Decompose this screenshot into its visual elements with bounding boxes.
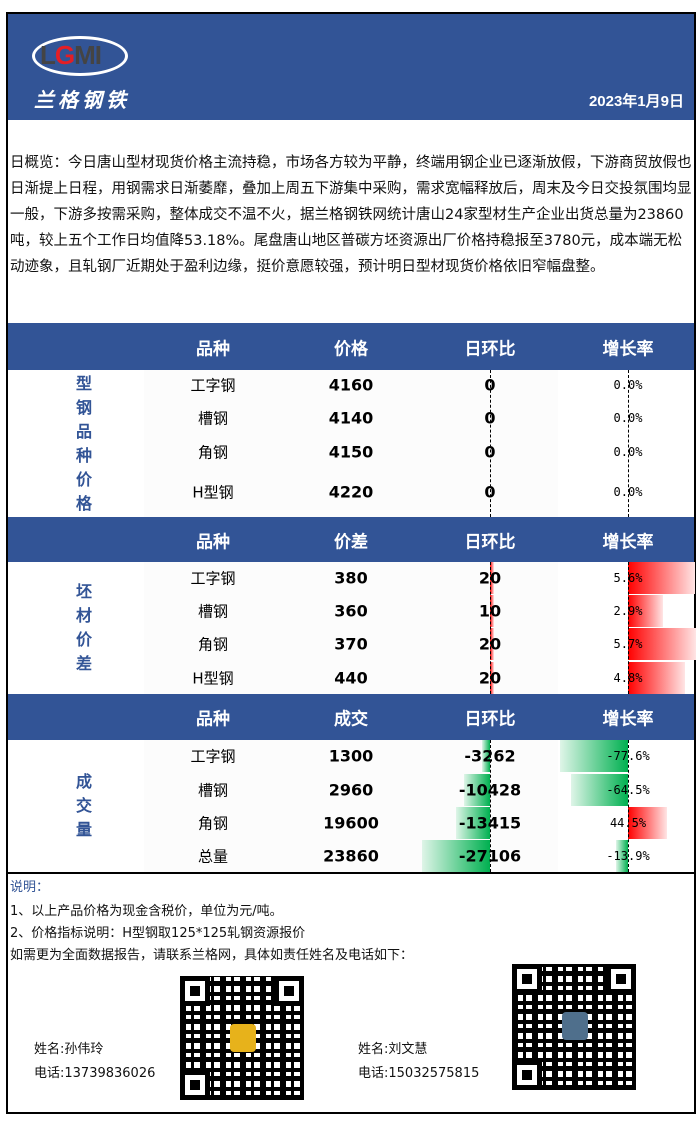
column-header: 价差 [334,532,368,552]
column-header: 品种 [196,339,230,359]
value-cell: 23860 [323,846,379,866]
section-3-header: 品种 成交 日环比 增长率 [8,694,694,740]
portrait-avatar-icon [562,1012,588,1040]
rate-data-bar [615,840,628,872]
change-data-bar [463,774,490,806]
product-name: 角钢 [197,814,229,833]
change-data-bar [490,595,494,627]
rate-data-bar [628,628,696,660]
column-header: 日环比 [464,339,516,359]
change-data-bar [490,662,494,694]
qr-code-1 [180,976,304,1100]
report-date: 2023年1月9日 [588,93,684,110]
section-label: 型钢品种价格 [75,373,92,513]
column-header: 增长率 [602,339,654,359]
value-cell: 4150 [328,442,374,462]
product-name: 槽钢 [197,602,229,621]
section-1-body [144,370,558,517]
change-data-bar [490,628,494,660]
rate-data-bar [560,740,628,772]
section-label: 成交量 [75,772,92,839]
product-name: H型钢 [192,483,234,502]
product-name: 槽钢 [197,781,229,800]
contact-1-name: 姓名:孙伟玲 [34,1042,104,1057]
report-header: LGMI 兰格钢铁 2023年1月9日 [8,14,694,120]
product-name: 工字钢 [190,376,236,395]
rate-axis [628,740,629,872]
contact-intro: 如需更为全面数据报告，请联系兰格网，具体如责任姓名及电话如下： [10,948,414,963]
column-header: 日环比 [464,709,516,730]
change-axis [490,370,491,517]
report-frame: LGMI 兰格钢铁 2023年1月9日 日概览：今日唐山型材现货价格主流持稳，市… [6,12,696,1114]
sunflower-avatar-icon [230,1024,256,1052]
value-cell: 19600 [323,813,379,833]
value-cell: 360 [334,601,368,621]
rate-axis [628,370,629,517]
product-name: 工字钢 [190,569,236,588]
qr-code-2 [512,964,636,1090]
contact-1-phone: 电话:13739836026 [34,1066,156,1081]
change-data-bar [490,562,494,594]
value-cell: 1300 [328,746,374,766]
daily-summary: 日概览：今日唐山型材现货价格主流持稳，市场各方较为平静，终端用钢企业已逐渐放假，… [10,155,692,275]
divider [8,872,694,874]
change-data-bar [481,740,490,772]
value-cell: 370 [334,634,368,654]
section-2-body [144,562,558,694]
column-header: 品种 [196,709,230,730]
column-header: 品种 [196,532,230,552]
contact-2-name: 姓名:刘文慧 [358,1042,428,1057]
note-2: 2、价格指标说明：H型钢取125*125轧钢资源报价 [10,926,306,941]
value-cell: 4160 [328,375,374,395]
product-name: 工字钢 [190,747,236,766]
product-name: 角钢 [197,635,229,654]
value-cell: 440 [334,668,368,688]
value-cell: 4220 [328,482,374,502]
column-header: 价格 [334,339,368,359]
section-1-header: 品种 价格 日环比 增长率 [8,323,694,370]
change-axis [490,740,491,872]
product-name: 总量 [197,847,229,866]
notes-title: 说明： [10,880,50,895]
column-header: 增长率 [602,709,654,730]
column-header: 日环比 [464,532,516,552]
change-data-bar [456,807,490,839]
rate-data-bar [628,562,695,594]
value-cell: 2960 [328,780,374,800]
value-cell: 4140 [328,408,374,428]
product-name: H型钢 [192,669,234,688]
product-name: 角钢 [197,443,229,462]
rate-data-bar [628,662,686,694]
contact-2-phone: 电话:15032575815 [358,1066,480,1081]
change-axis [490,562,491,694]
lgmi-logo: LGMI 兰格钢铁 [28,32,138,112]
note-1: 1、以上产品价格为现金含税价，单位为元/吨。 [10,904,283,919]
value-cell: 380 [334,568,368,588]
section-2-header: 品种 价差 日环比 增长率 [8,517,694,562]
rate-data-bar [628,807,667,839]
rate-axis [628,562,629,694]
rate-data-bar [628,595,663,627]
section-label: 坯材价差 [75,582,92,673]
change-data-bar [422,840,490,872]
column-header: 增长率 [602,532,654,552]
rate-data-bar [571,774,628,806]
column-header: 成交 [334,709,368,730]
product-name: 槽钢 [197,409,229,428]
